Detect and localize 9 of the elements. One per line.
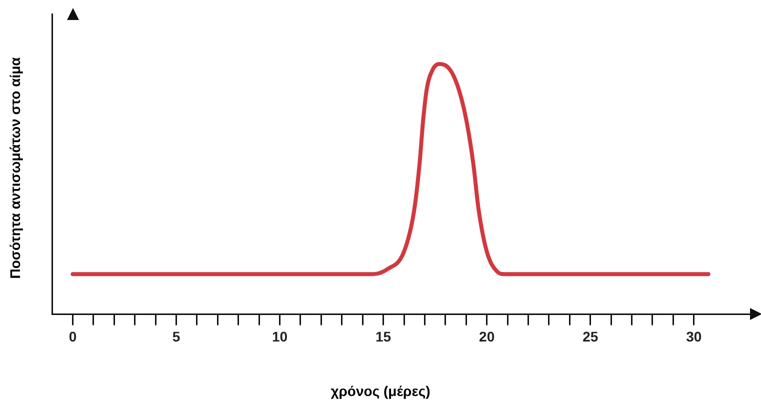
x-tick-label: 0	[68, 328, 77, 344]
x-tick-label: 10	[272, 328, 288, 344]
x-tick-label: 25	[582, 328, 598, 344]
y-axis-title: Ποσότητα αντισωμάτων στο αίμα	[7, 56, 23, 281]
x-tick-label: 5	[172, 328, 180, 344]
x-tick-label: 20	[479, 328, 495, 344]
x-tick-label: 15	[376, 328, 392, 344]
x-tick-label: 30	[686, 328, 702, 344]
x-axis-title: χρόνος (μέρες)	[330, 383, 432, 399]
